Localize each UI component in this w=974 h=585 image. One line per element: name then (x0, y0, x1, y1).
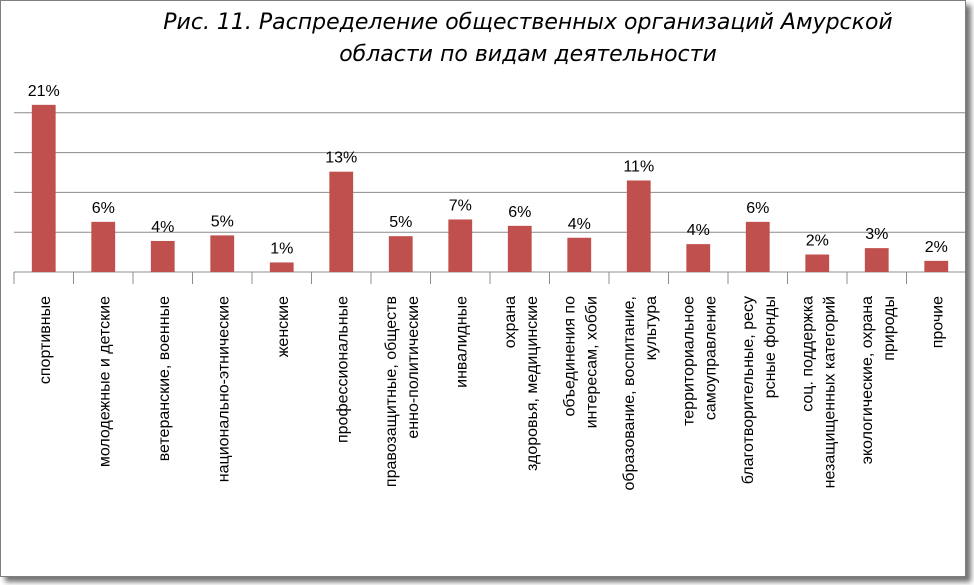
category-label: правозащитные, обществ (383, 296, 400, 487)
category-label: объединения по (561, 296, 578, 417)
data-label: 2% (925, 239, 948, 256)
data-label: 4% (151, 219, 174, 236)
data-label: 5% (211, 213, 234, 230)
data-label: 3% (865, 226, 888, 243)
category-label: инвалидные (453, 296, 470, 388)
category-label: благотворительные, ресу (740, 296, 757, 484)
data-label: 6% (508, 204, 531, 221)
data-label: 2% (806, 232, 829, 249)
category-label: культура (643, 296, 660, 360)
category-label: профессиональные (334, 296, 351, 443)
bar (626, 180, 651, 272)
category-label: интересам, хобби (583, 296, 600, 428)
category-label: прочие (929, 296, 946, 348)
category-label: незащищенных категорий (821, 296, 838, 488)
bar (924, 260, 949, 272)
bar (269, 262, 294, 272)
category-label: самоуправление (702, 296, 719, 420)
category-label: рсные фонды (762, 296, 779, 398)
category-label: ветеранские, военные (156, 296, 173, 461)
data-label: 6% (92, 200, 115, 217)
data-label: 13% (325, 150, 357, 167)
bar (686, 244, 711, 272)
bar (210, 235, 235, 272)
bar (31, 104, 56, 272)
bar (745, 221, 770, 272)
bar (864, 248, 889, 272)
bar (805, 254, 830, 272)
bar (91, 221, 116, 272)
category-label: экологические, охрана (859, 296, 876, 464)
category-label: енно-политические (405, 296, 422, 439)
chart-svg: Рис. 11. Распределение общественных орга… (13, 10, 965, 491)
data-label: 11% (623, 158, 654, 175)
bar (150, 240, 175, 272)
bar (329, 171, 354, 272)
category-label: территориальное (680, 296, 697, 426)
chart-frame: Рис. 11. Распределение общественных орга… (0, 0, 966, 577)
bar (507, 225, 532, 272)
data-label: 7% (449, 197, 472, 214)
data-label: 21% (28, 83, 60, 100)
bar (448, 219, 473, 272)
data-label: 5% (389, 214, 412, 231)
bar (388, 236, 413, 272)
data-label: 1% (270, 240, 293, 257)
category-label: спортивные (37, 296, 54, 384)
category-label: здоровья, медицинские (524, 296, 541, 471)
chart-title-line: области по видам деятельности (339, 42, 717, 67)
data-label: 6% (746, 200, 769, 217)
category-label: природы (881, 296, 898, 361)
chart-title-line: Рис. 11. Распределение общественных орга… (163, 10, 892, 35)
category-label: женские (275, 296, 292, 357)
bar (567, 237, 592, 272)
category-label: охрана (502, 296, 519, 348)
category-label: молодежные и детские (96, 296, 113, 467)
category-label: образование, воспитание, (621, 296, 638, 491)
category-label: национально-этнические (215, 296, 232, 482)
data-label: 4% (687, 222, 710, 239)
category-label: соц. поддержка (799, 296, 816, 412)
data-label: 4% (568, 216, 591, 233)
